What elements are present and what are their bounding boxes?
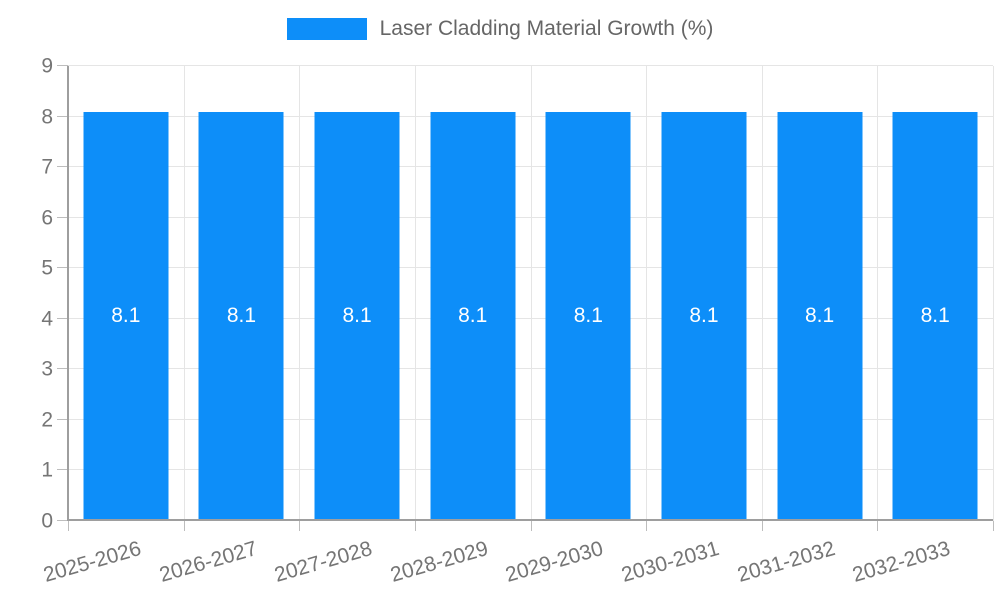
bar-value-label: 8.1: [342, 304, 372, 328]
y-axis-tick-label: 6: [41, 206, 53, 230]
y-tick-mark: [57, 166, 68, 168]
bar[interactable]: 8.1: [198, 111, 284, 521]
bar-value-label: 8.1: [804, 304, 835, 328]
category-slot: 8.1 2027-2028: [272, 66, 415, 587]
x-tick-mark: [530, 521, 532, 531]
v-gridline: [761, 66, 763, 521]
bar-value-label: 8.1: [111, 304, 141, 328]
y-axis-tick-label: 4: [41, 307, 53, 331]
bar-value-label: 8.1: [458, 304, 488, 328]
x-tick-mark: [993, 521, 994, 531]
h-gridline: [68, 65, 993, 66]
bar-value-label: 8.1: [689, 304, 719, 328]
y-axis-tick-label: 3: [41, 357, 53, 381]
y-tick-mark: [57, 267, 68, 269]
x-axis-tick-label: 2030-2031: [618, 537, 722, 587]
x-tick-mark: [183, 521, 185, 531]
category-slot: 8.1 2028-2029: [388, 66, 531, 587]
x-axis-tick-label: 2032-2033: [850, 537, 954, 587]
y-tick-mark: [57, 368, 68, 370]
bar[interactable]: 8.1: [661, 111, 747, 521]
bar[interactable]: 8.1: [430, 111, 516, 521]
category-slot: 8.1 2025-2026: [41, 66, 184, 587]
v-gridline: [993, 66, 994, 521]
x-axis-tick-label: 2028-2029: [387, 537, 491, 587]
y-tick-mark: [57, 317, 68, 319]
y-axis-tick-label: 7: [41, 155, 53, 179]
y-tick-mark: [57, 418, 68, 420]
v-gridline: [414, 66, 416, 521]
category-slot: 8.1 2032-2033: [850, 66, 993, 587]
x-axis-line: [68, 519, 993, 521]
y-axis-tick-label: 8: [41, 105, 53, 129]
y-tick-mark: [57, 469, 68, 471]
category-slot: 8.1 2030-2031: [619, 66, 762, 587]
x-tick-mark: [68, 521, 69, 531]
y-tick-mark: [57, 115, 68, 117]
bar-value-label: 8.1: [920, 304, 950, 328]
legend: Laser Cladding Material Growth (%): [0, 18, 1000, 40]
category-slot: 8.1 2029-2030: [503, 66, 647, 587]
category-slot: 8.1 2031-2032: [735, 66, 878, 587]
x-axis-tick-label: 2031-2032: [734, 537, 838, 587]
category-slot: 8.1 2026-2027: [156, 66, 300, 587]
x-axis-tick-label: 2025-2026: [40, 537, 144, 587]
x-tick-mark: [646, 521, 648, 531]
x-axis-tick-label: 2027-2028: [272, 537, 375, 587]
v-gridline: [646, 66, 648, 521]
x-tick-mark: [877, 521, 879, 531]
bar[interactable]: 8.1: [777, 111, 863, 521]
x-axis-tick-label: 2026-2027: [156, 537, 260, 587]
y-axis-tick-label: 0: [41, 509, 53, 533]
x-tick-mark: [761, 521, 763, 531]
y-axis-line: [67, 66, 69, 521]
v-gridline: [299, 66, 301, 521]
y-axis-tick-label: 5: [41, 256, 53, 280]
bar[interactable]: 8.1: [545, 111, 631, 521]
legend-item[interactable]: Laser Cladding Material Growth (%): [286, 17, 714, 40]
plot-area: 0 1 2 3 4 5 6 7 8 9 8.1 2025-2026 8.1 2026-2027 8.1 202…: [41, 56, 994, 587]
bar[interactable]: 8.1: [83, 111, 169, 521]
y-tick-mark: [57, 65, 68, 66]
v-gridline: [530, 66, 532, 521]
y-tick-mark: [57, 216, 68, 218]
y-axis-tick-label: 1: [41, 458, 53, 482]
y-tick-mark: [57, 520, 68, 521]
bar-value-label: 8.1: [226, 304, 257, 328]
x-tick-mark: [299, 521, 301, 531]
bar-value-label: 8.1: [573, 304, 603, 328]
v-gridline: [877, 66, 879, 521]
x-axis-tick-label: 2029-2030: [503, 537, 607, 587]
y-axis-tick-label: 9: [41, 54, 53, 78]
legend-label: Laser Cladding Material Growth (%): [379, 17, 714, 40]
bar[interactable]: 8.1: [892, 111, 978, 521]
v-gridline: [183, 66, 185, 521]
legend-swatch: [286, 18, 367, 40]
y-axis-tick-label: 2: [41, 408, 53, 432]
x-tick-mark: [414, 521, 416, 531]
bar[interactable]: 8.1: [314, 111, 400, 521]
